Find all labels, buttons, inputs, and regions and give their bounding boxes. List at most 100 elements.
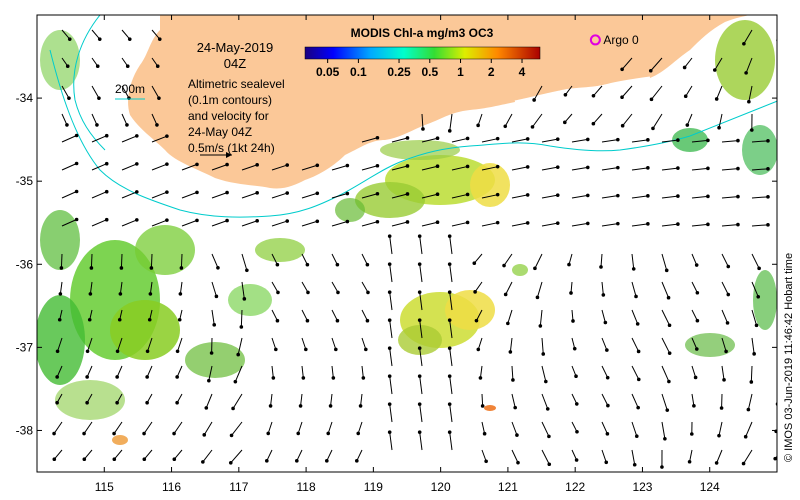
velocity-arrow: [91, 29, 101, 40]
velocity-arrow: [301, 309, 308, 321]
velocity-arrow-head: [209, 351, 214, 355]
velocity-arrow-head: [603, 320, 608, 325]
velocity-arrow-head: [616, 193, 620, 198]
velocity-arrow: [714, 57, 723, 71]
velocity-arrow-head: [177, 317, 182, 322]
velocity-arrow: [389, 320, 393, 339]
velocity-arrow-head: [225, 162, 229, 167]
velocity-arrow-head: [58, 292, 63, 296]
velocity-arrow: [91, 113, 98, 126]
velocity-arrow: [331, 165, 348, 171]
velocity-arrow: [541, 138, 558, 143]
velocity-arrow-head: [195, 190, 199, 195]
velocity-arrow-head: [447, 129, 452, 133]
velocity-arrow-head: [574, 458, 579, 462]
velocity-arrow: [721, 253, 729, 267]
velocity-arrow: [481, 393, 484, 407]
velocity-arrow-head: [525, 165, 530, 169]
velocity-arrow: [721, 140, 738, 143]
velocity-arrow: [361, 193, 378, 199]
velocity-arrow-head: [796, 167, 800, 171]
velocity-arrow-head: [513, 405, 517, 410]
velocity-arrow: [121, 113, 128, 126]
velocity-arrow: [271, 253, 278, 265]
velocity-arrow: [571, 337, 576, 349]
colorbar-tick-label: 0.25: [387, 65, 411, 79]
velocity-arrow: [451, 137, 468, 143]
velocity-arrow-head: [651, 126, 655, 131]
velocity-arrow-head: [175, 375, 179, 379]
velocity-arrow: [421, 221, 438, 227]
velocity-arrow-head: [135, 218, 139, 222]
colorbar-tick-label: 0.05: [316, 65, 340, 79]
velocity-arrow: [750, 365, 753, 383]
sealevel-note: Altimetric sealevel (0.1m contours) and …: [188, 77, 285, 155]
velocity-arrow: [511, 194, 528, 199]
velocity-arrow: [621, 85, 633, 98]
velocity-arrow-head: [67, 37, 72, 41]
velocity-arrow: [326, 449, 333, 462]
velocity-arrow-head: [387, 234, 392, 238]
velocity-arrow-head: [175, 400, 179, 405]
velocity-arrow: [113, 421, 123, 434]
velocity-arrow-head: [405, 220, 410, 224]
velocity-arrow-head: [555, 193, 560, 197]
velocity-arrow: [691, 223, 708, 227]
velocity-arrow-head: [95, 64, 100, 68]
velocity-arrow-head: [165, 190, 169, 194]
velocity-arrow-head: [726, 264, 731, 269]
velocity-arrow: [716, 449, 723, 464]
velocity-arrow: [539, 309, 543, 326]
velocity-arrow-head: [74, 217, 79, 222]
velocity-arrow: [781, 338, 782, 349]
velocity-arrow: [661, 139, 678, 143]
x-tick-label: 115: [95, 480, 114, 494]
velocity-arrow: [541, 166, 558, 171]
velocity-arrow-head: [59, 266, 64, 270]
velocity-arrow-head: [95, 123, 99, 127]
velocity-arrow-head: [236, 352, 240, 357]
velocity-arrow-head: [636, 405, 640, 410]
velocity-arrow: [479, 365, 483, 378]
velocity-arrow: [631, 449, 636, 465]
velocity-arrow-head: [405, 164, 410, 168]
velocity-arrow: [631, 309, 639, 325]
x-tick-label: 122: [565, 480, 585, 494]
velocity-arrow: [751, 309, 758, 326]
velocity-arrow-head: [172, 431, 176, 436]
velocity-arrow-head: [694, 347, 699, 351]
velocity-arrow-head: [474, 318, 479, 323]
velocity-arrow-head: [706, 194, 710, 199]
velocity-arrow: [601, 139, 618, 143]
velocity-arrow: [91, 219, 107, 227]
velocity-arrow: [61, 29, 71, 40]
velocity-arrow: [87, 337, 93, 352]
velocity-arrow: [541, 393, 549, 410]
velocity-arrow: [745, 57, 753, 74]
velocity-arrow-head: [204, 406, 209, 410]
velocity-arrow-head: [305, 262, 310, 267]
velocity-arrow: [151, 135, 168, 143]
velocity-arrow: [691, 309, 698, 321]
velocity-arrow-head: [750, 128, 754, 132]
velocity-arrow-head: [533, 266, 537, 271]
velocity-arrow-head: [555, 137, 560, 141]
velocity-arrow-head: [435, 136, 440, 141]
velocity-arrow: [361, 309, 368, 321]
velocity-arrow-head: [157, 96, 161, 100]
velocity-arrow: [718, 421, 723, 436]
velocity-arrow: [297, 421, 303, 434]
velocity-arrow: [231, 421, 243, 436]
chlorophyll-layer: [37, 20, 777, 445]
velocity-arrow-head: [465, 192, 470, 197]
velocity-arrow: [419, 376, 423, 395]
velocity-arrow-head: [616, 137, 620, 142]
velocity-arrow: [421, 137, 438, 143]
velocity-arrow: [53, 449, 63, 460]
velocity-arrow-head: [532, 98, 536, 102]
velocity-arrow-head: [345, 219, 350, 224]
velocity-arrow-head: [115, 400, 119, 405]
velocity-arrow-head: [127, 37, 132, 41]
velocity-arrow: [389, 376, 393, 395]
velocity-arrow-head: [773, 456, 777, 461]
